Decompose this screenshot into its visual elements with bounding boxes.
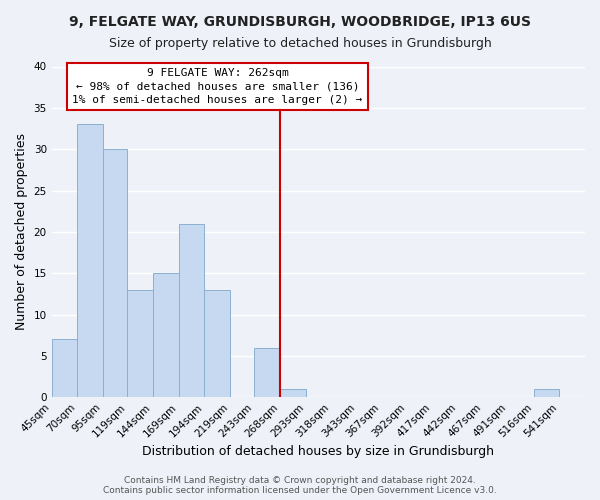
Text: Contains public sector information licensed under the Open Government Licence v3: Contains public sector information licen… bbox=[103, 486, 497, 495]
Text: 9, FELGATE WAY, GRUNDISBURGH, WOODBRIDGE, IP13 6US: 9, FELGATE WAY, GRUNDISBURGH, WOODBRIDGE… bbox=[69, 15, 531, 29]
Text: 9 FELGATE WAY: 262sqm
← 98% of detached houses are smaller (136)
1% of semi-deta: 9 FELGATE WAY: 262sqm ← 98% of detached … bbox=[73, 68, 362, 104]
Bar bbox=[534, 389, 559, 397]
Bar bbox=[127, 290, 153, 397]
Bar bbox=[204, 290, 230, 397]
Bar bbox=[153, 273, 179, 397]
Bar bbox=[77, 124, 103, 397]
Bar bbox=[254, 348, 280, 397]
Bar bbox=[280, 389, 305, 397]
X-axis label: Distribution of detached houses by size in Grundisburgh: Distribution of detached houses by size … bbox=[142, 444, 494, 458]
Text: Contains HM Land Registry data © Crown copyright and database right 2024.: Contains HM Land Registry data © Crown c… bbox=[124, 476, 476, 485]
Bar bbox=[179, 224, 204, 397]
Text: Size of property relative to detached houses in Grundisburgh: Size of property relative to detached ho… bbox=[109, 38, 491, 51]
Bar bbox=[103, 149, 127, 397]
Y-axis label: Number of detached properties: Number of detached properties bbox=[15, 134, 28, 330]
Bar bbox=[52, 340, 77, 397]
